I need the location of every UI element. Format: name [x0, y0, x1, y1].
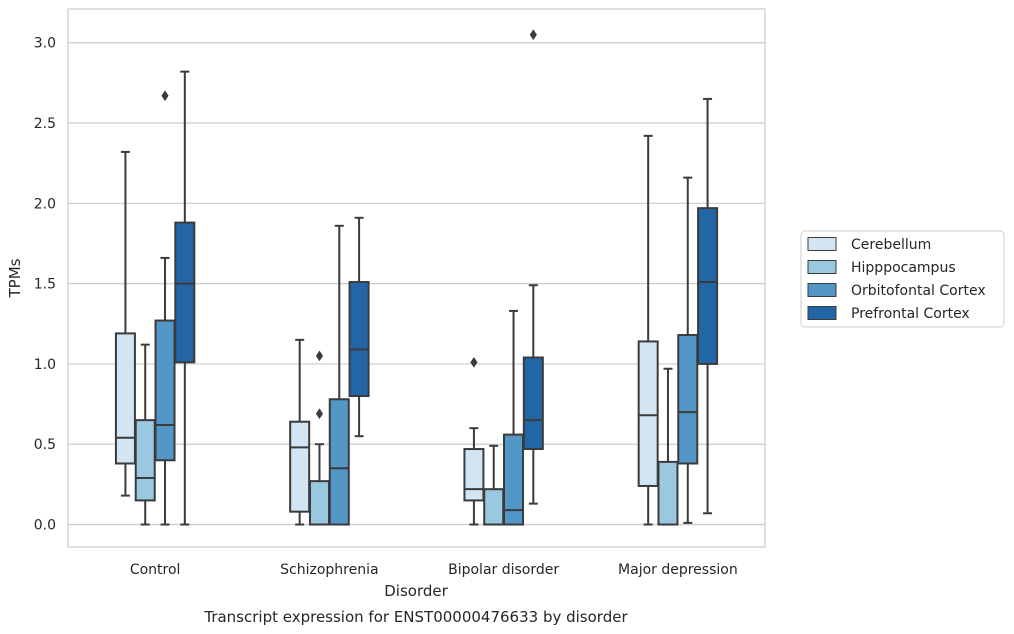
box-prefrontal-cortex	[697, 97, 719, 515]
box-orbitofontal-cortex	[503, 309, 525, 526]
box-iqr	[328, 398, 350, 526]
chart-title: Transcript expression for ENST0000047663…	[203, 608, 628, 626]
box-cerebellum	[463, 356, 485, 526]
outlier-point	[470, 356, 478, 368]
box-iqr	[289, 420, 311, 513]
box-prefrontal-cortex	[522, 29, 544, 505]
plot-frame	[67, 8, 766, 548]
y-tick-label: 2.5	[34, 116, 56, 132]
outlier-point	[529, 29, 537, 41]
legend: Cerebellum Hipppocampus Orbitofontal Corte…	[800, 230, 1005, 328]
x-axis-label: Disorder	[384, 582, 448, 600]
box-iqr	[677, 334, 699, 465]
y-tick-label: 0.5	[34, 437, 56, 453]
outlier-point	[161, 90, 169, 102]
x-axis-ticks: Control Schizophrenia Bipolar disorder Majo…	[130, 562, 738, 578]
y-tick-label: 0.0	[34, 518, 56, 534]
box-iqr	[154, 319, 176, 462]
legend-label: Prefrontal Cortex	[851, 306, 970, 322]
box-hipppocampus	[134, 343, 156, 526]
outlier-point	[315, 408, 324, 420]
box-iqr	[308, 480, 330, 526]
outlier-point	[315, 350, 324, 362]
box-prefrontal-cortex	[174, 70, 196, 526]
box-hipppocampus	[657, 367, 679, 526]
box-iqr	[174, 221, 196, 364]
x-tick-label: Control	[130, 562, 181, 578]
box-orbitofontal-cortex	[154, 90, 176, 526]
y-axis-ticks: 0.0 0.5 1.0 1.5 2.0 2.5 3.0	[34, 36, 56, 534]
box-iqr	[637, 340, 659, 487]
y-tick-label: 3.0	[34, 36, 56, 52]
legend-swatch	[807, 260, 837, 274]
box-cerebellum	[637, 134, 659, 526]
box-cerebellum	[289, 338, 311, 526]
box-iqr	[522, 356, 544, 451]
box-iqr	[348, 281, 370, 398]
box-hipppocampus	[483, 444, 505, 526]
box-iqr	[114, 332, 136, 465]
y-tick-label: 1.5	[34, 277, 56, 293]
x-tick-label: Bipolar disorder	[448, 562, 559, 578]
box-iqr	[134, 419, 156, 502]
legend-label: Orbitofontal Cortex	[851, 283, 986, 299]
legend-frame	[800, 230, 1005, 328]
box-orbitofontal-cortex	[677, 176, 699, 524]
box-iqr	[483, 488, 505, 526]
legend-swatch	[807, 237, 837, 251]
x-tick-label: Schizophrenia	[280, 562, 378, 578]
box-hipppocampus	[308, 350, 330, 526]
legend-label: Cerebellum	[851, 237, 931, 253]
box-prefrontal-cortex	[348, 216, 370, 438]
box-cerebellum	[114, 150, 136, 497]
legend-swatch	[807, 306, 837, 320]
box-orbitofontal-cortex	[328, 224, 350, 526]
box-groups	[114, 29, 719, 526]
legend-label: Hipppocampus	[851, 260, 956, 276]
box-iqr	[503, 433, 525, 526]
box-iqr	[697, 207, 719, 365]
y-tick-label: 1.0	[34, 357, 56, 373]
box-iqr	[463, 448, 485, 502]
y-axis-label: TPMs	[6, 258, 24, 298]
legend-swatch	[807, 283, 837, 297]
x-tick-label: Major depression	[618, 562, 738, 578]
box-iqr	[657, 460, 679, 526]
y-tick-label: 2.0	[34, 196, 56, 212]
